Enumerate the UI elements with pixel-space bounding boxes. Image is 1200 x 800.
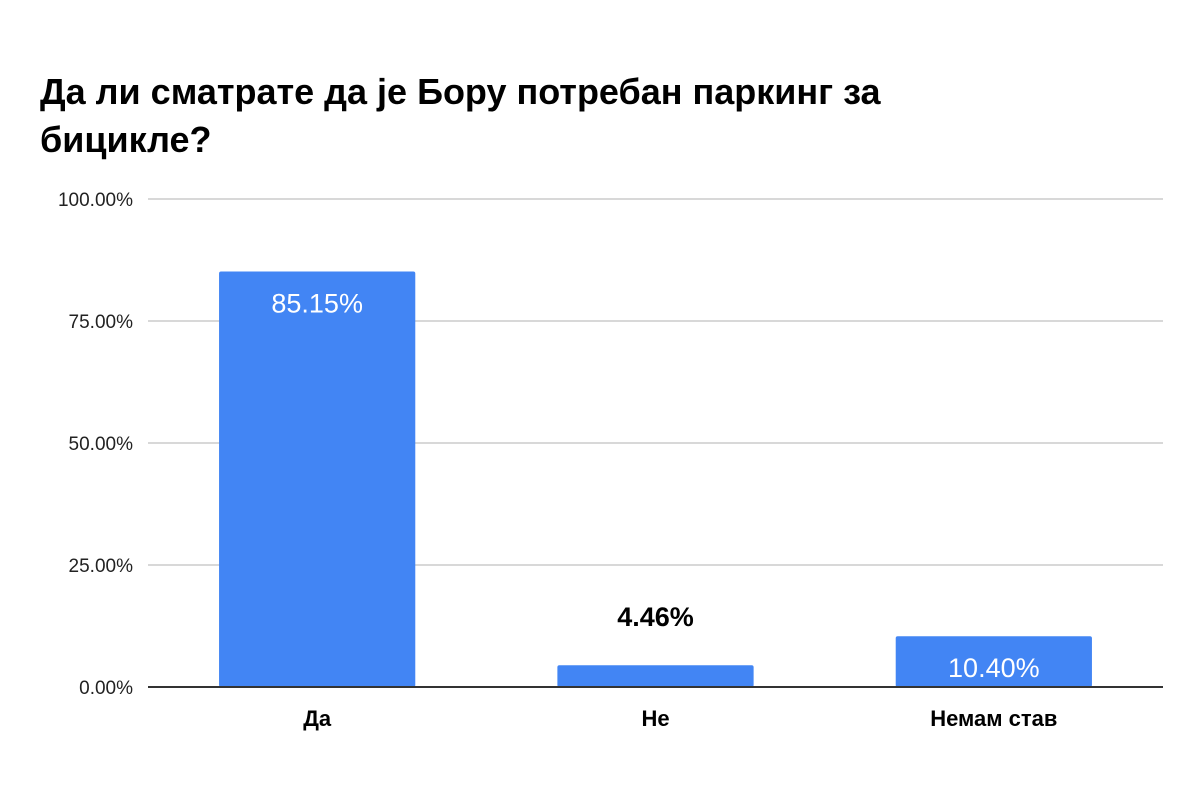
y-tick-label: 50.00% — [69, 434, 134, 455]
bar-1 — [219, 271, 416, 687]
y-tick-label: 75.00% — [69, 312, 134, 333]
data-label: 85.15% — [271, 288, 363, 318]
bar-3 — [895, 636, 1092, 687]
y-tick-label: 0.00% — [79, 678, 133, 699]
y-tick-label: 25.00% — [69, 556, 134, 577]
x-category-label: Да — [303, 706, 332, 731]
x-category-label: Немам став — [930, 706, 1057, 731]
bar-2 — [557, 665, 754, 687]
x-category-label: Не — [641, 706, 669, 731]
data-label: 4.46% — [617, 602, 694, 632]
chart-title: Да ли сматрате да је Бору потребан парки… — [40, 71, 881, 160]
y-tick-label: 100.00% — [58, 190, 133, 211]
data-label: 10.40% — [948, 653, 1040, 683]
